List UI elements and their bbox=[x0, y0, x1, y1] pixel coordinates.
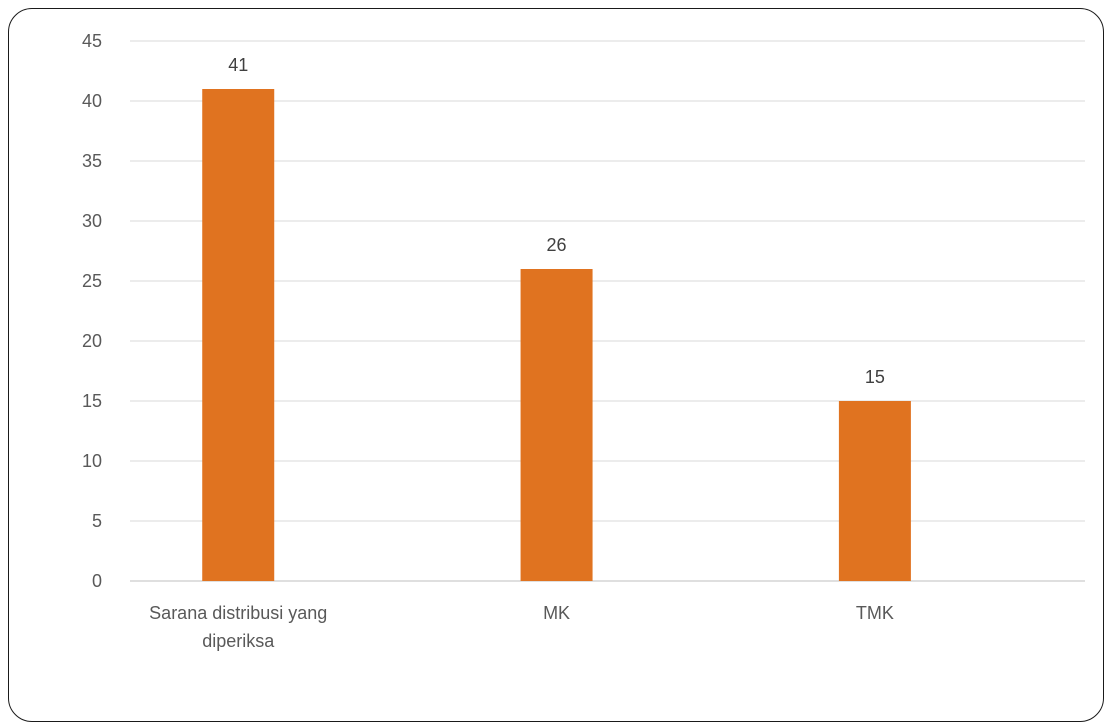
y-tick-label: 0 bbox=[92, 571, 102, 591]
y-tick-label: 20 bbox=[82, 331, 102, 351]
category-label: MK bbox=[543, 603, 570, 623]
data-labels: 41 26 15 bbox=[228, 55, 885, 387]
gridlines bbox=[130, 40, 1085, 582]
y-tick-label: 40 bbox=[82, 91, 102, 111]
y-tick-label: 30 bbox=[82, 211, 102, 231]
y-tick-label: 45 bbox=[82, 31, 102, 51]
data-label: 26 bbox=[547, 235, 567, 255]
y-tick-label: 5 bbox=[92, 511, 102, 531]
bars bbox=[202, 89, 911, 581]
y-axis-ticks: 0 5 10 15 20 25 30 35 40 45 bbox=[82, 31, 102, 591]
data-label: 41 bbox=[228, 55, 248, 75]
y-tick-label: 35 bbox=[82, 151, 102, 171]
y-tick-label: 15 bbox=[82, 391, 102, 411]
category-label: Sarana distribusi yang bbox=[149, 603, 327, 623]
category-label: TMK bbox=[856, 603, 894, 623]
bar bbox=[838, 401, 911, 581]
data-label: 15 bbox=[865, 367, 885, 387]
category-label: diperiksa bbox=[202, 631, 275, 651]
bar bbox=[202, 89, 275, 581]
y-tick-label: 10 bbox=[82, 451, 102, 471]
bar bbox=[520, 269, 593, 581]
x-axis-categories: Sarana distribusi yang diperiksa MK TMK bbox=[149, 603, 894, 651]
y-tick-label: 25 bbox=[82, 271, 102, 291]
